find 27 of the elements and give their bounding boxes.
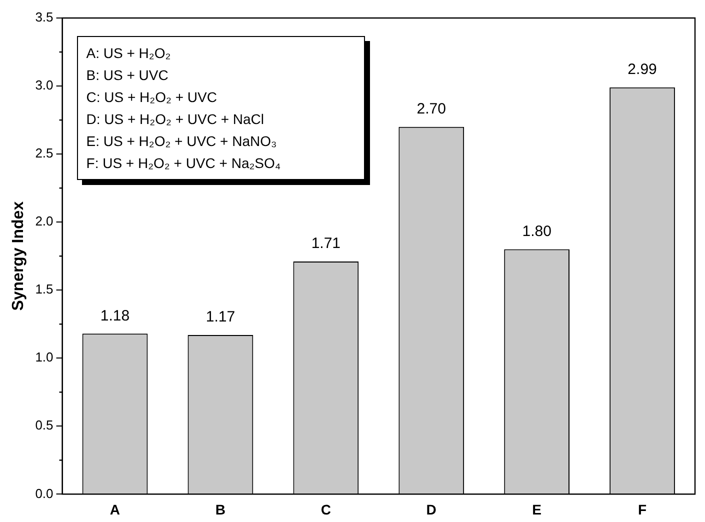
- annotation: E: US + H₂O₂ + UVC + NaNO₃: [86, 132, 278, 151]
- annotation: B: US + UVC: [86, 66, 170, 85]
- y-axis-title: Synergy Index: [10, 201, 28, 311]
- y-tick-label: 2.0: [35, 214, 54, 229]
- x-tick-label: A: [110, 501, 120, 518]
- data-label: 1.18: [100, 307, 130, 324]
- y-tick-label: 1.5: [35, 282, 54, 297]
- data-label: 2.70: [416, 100, 446, 118]
- annotation: A: US + H₂O₂: [86, 44, 172, 63]
- data-label: 2.99: [628, 61, 657, 78]
- data-label: 1.80: [522, 222, 552, 240]
- x-tick-label: E: [532, 501, 542, 518]
- annotation: C: US + H₂O₂ + UVC: [86, 88, 218, 107]
- data-label: 1.71: [311, 235, 341, 252]
- annotation: F: US + H₂O₂ + UVC + Na₂SO₄: [86, 154, 282, 173]
- data-label: 1.17: [206, 308, 236, 326]
- y-tick-label: 2.5: [35, 146, 54, 161]
- x-tick-label: B: [215, 501, 226, 518]
- x-tick-label: F: [638, 501, 647, 518]
- x-tick-label: D: [426, 501, 436, 518]
- annotation: D: US + H₂O₂ + UVC + NaCl: [86, 110, 266, 129]
- y-tick-label: 0.0: [35, 486, 54, 501]
- y-tick-label: 3.0: [35, 78, 54, 93]
- y-tick-label: 1.0: [35, 350, 54, 365]
- y-tick-label: 0.5: [35, 418, 54, 433]
- x-tick-label: C: [320, 501, 331, 518]
- y-tick-label: 3.5: [35, 10, 54, 25]
